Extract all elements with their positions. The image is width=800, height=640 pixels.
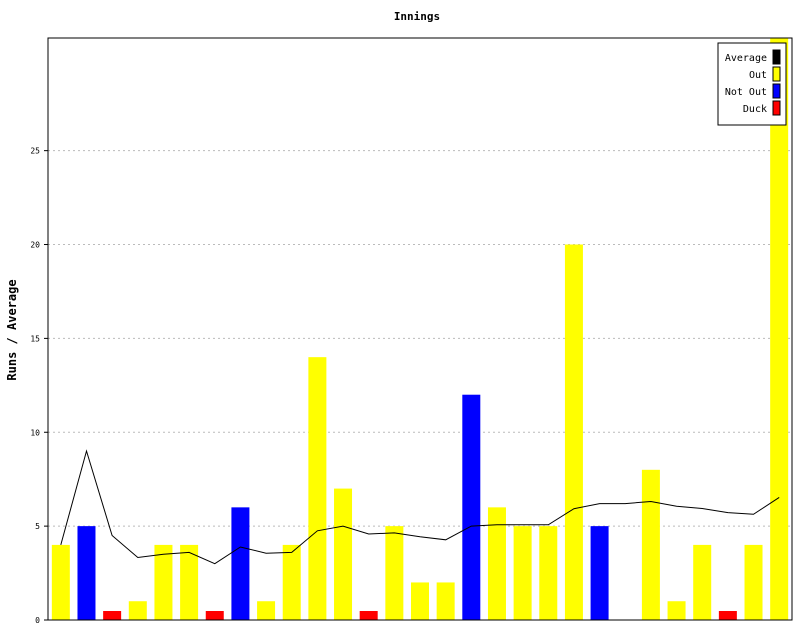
bar-out xyxy=(513,526,532,620)
y-axis-label: Runs / Average xyxy=(5,279,19,380)
legend-swatch xyxy=(772,100,781,116)
y-axis-ticks: 0 5 10 15 20 25 xyxy=(30,147,48,625)
legend-label: Average xyxy=(725,53,767,64)
bar-not-out xyxy=(77,526,96,620)
legend: Average Out Not Out Duck xyxy=(717,42,787,126)
legend-label: Not Out xyxy=(725,87,767,98)
bar-out xyxy=(564,244,583,621)
bar-out xyxy=(487,507,506,620)
y-tick-label: 15 xyxy=(30,334,40,343)
y-tick-label: 20 xyxy=(30,241,40,250)
bar-out xyxy=(128,601,147,620)
y-tick-label: 10 xyxy=(30,428,40,437)
y-tick-label: 0 xyxy=(35,616,40,625)
bar-out xyxy=(282,544,301,620)
bar-out xyxy=(385,526,404,620)
bar-out xyxy=(257,601,276,620)
bar-out xyxy=(411,582,429,620)
chart-title: Innings xyxy=(394,10,440,23)
legend-label: Duck xyxy=(743,104,767,115)
bar-duck xyxy=(359,611,378,620)
bar-out xyxy=(744,544,763,620)
bar-out xyxy=(641,469,660,620)
plot-frame xyxy=(47,37,793,621)
average-line xyxy=(60,449,780,565)
legend-label: Out xyxy=(749,70,767,81)
legend-swatch xyxy=(772,66,781,82)
bar-duck xyxy=(718,611,737,620)
bar-not-out xyxy=(462,394,481,620)
bar-duck xyxy=(103,611,122,620)
bar-duck xyxy=(205,611,224,620)
bar-out xyxy=(51,544,70,620)
bar-out xyxy=(693,544,712,620)
bar-out xyxy=(308,357,327,620)
y-tick-label: 5 xyxy=(35,522,40,531)
bar-not-out xyxy=(590,526,609,620)
legend-swatch xyxy=(772,83,781,99)
bar-out xyxy=(436,582,455,620)
bar-out xyxy=(180,544,199,620)
average-line-group xyxy=(60,449,780,565)
bar-out xyxy=(667,601,686,620)
bar-out xyxy=(334,488,353,620)
bar-out xyxy=(154,544,173,620)
y-tick-label: 25 xyxy=(30,147,40,156)
bar-out xyxy=(770,38,789,620)
bar-not-out xyxy=(231,507,250,620)
legend-swatch xyxy=(772,49,781,65)
gridlines xyxy=(48,150,792,527)
bars xyxy=(51,38,789,621)
bar-out xyxy=(539,526,558,620)
